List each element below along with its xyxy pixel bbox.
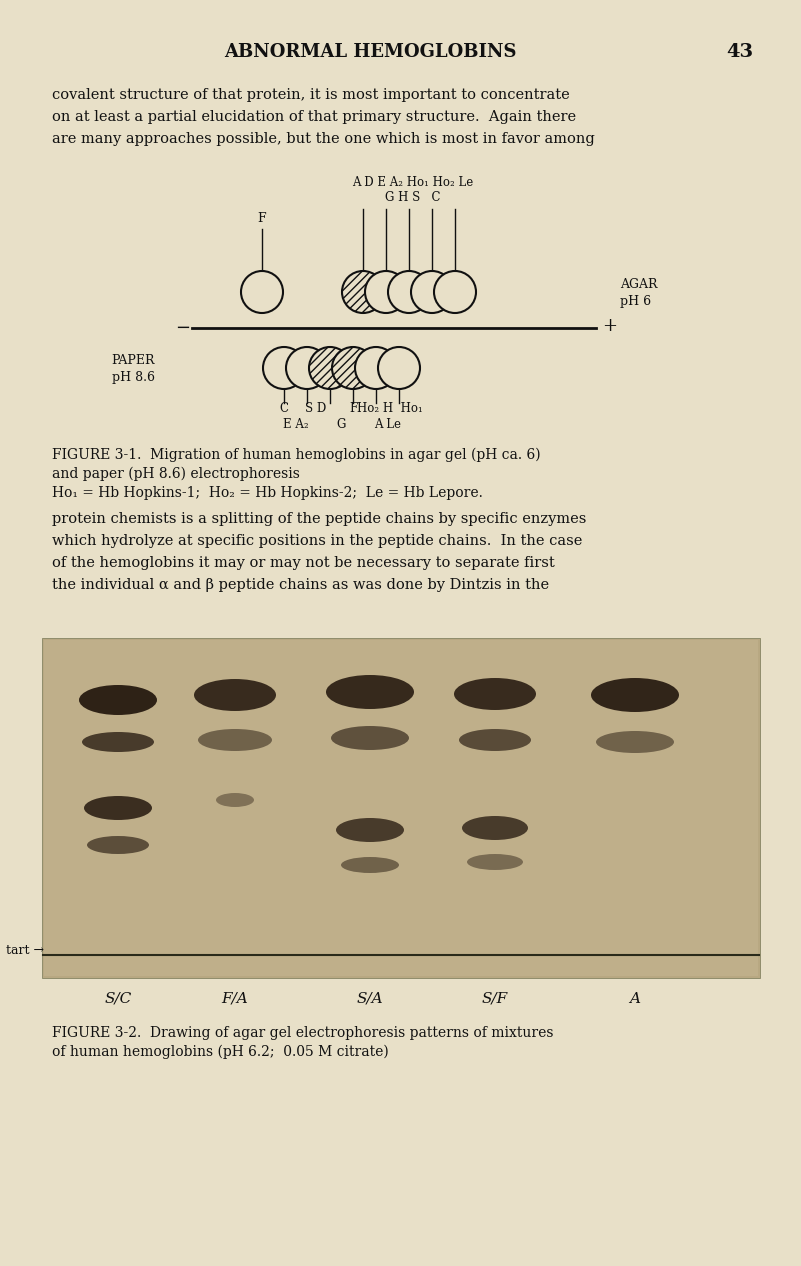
Text: AGAR: AGAR xyxy=(620,277,658,290)
Text: are many approaches possible, but the one which is most in favor among: are many approaches possible, but the on… xyxy=(52,132,595,146)
Text: F: F xyxy=(258,211,266,225)
Ellipse shape xyxy=(336,818,404,842)
Text: of the hemoglobins it may or may not be necessary to separate first: of the hemoglobins it may or may not be … xyxy=(52,556,555,570)
Text: ABNORMAL HEMOGLOBINS: ABNORMAL HEMOGLOBINS xyxy=(223,43,517,61)
Circle shape xyxy=(309,347,351,389)
Ellipse shape xyxy=(87,836,149,855)
Text: S/C: S/C xyxy=(104,993,131,1006)
Text: −: − xyxy=(175,319,191,337)
Circle shape xyxy=(411,271,453,313)
Text: pH 8.6: pH 8.6 xyxy=(112,371,155,385)
Text: on at least a partial elucidation of that primary structure.  Again there: on at least a partial elucidation of tha… xyxy=(52,110,576,124)
Ellipse shape xyxy=(326,675,414,709)
Text: of human hemoglobins (pH 6.2;  0.05 M citrate): of human hemoglobins (pH 6.2; 0.05 M cit… xyxy=(52,1044,388,1060)
Text: pH 6: pH 6 xyxy=(620,295,651,309)
Text: F: F xyxy=(349,403,357,415)
Text: PAPER: PAPER xyxy=(111,353,155,366)
Text: S D: S D xyxy=(305,403,326,415)
Circle shape xyxy=(365,271,407,313)
Text: F/A: F/A xyxy=(222,993,248,1006)
Text: Ho₁ = Hb Hopkins-1;  Ho₂ = Hb Hopkins-2;  Le = Hb Lepore.: Ho₁ = Hb Hopkins-1; Ho₂ = Hb Hopkins-2; … xyxy=(52,486,483,500)
Text: A: A xyxy=(630,993,641,1006)
Ellipse shape xyxy=(459,729,531,751)
Circle shape xyxy=(286,347,328,389)
Circle shape xyxy=(342,271,384,313)
Ellipse shape xyxy=(331,725,409,749)
Circle shape xyxy=(332,347,374,389)
Text: A Le: A Le xyxy=(374,418,401,430)
Ellipse shape xyxy=(82,732,154,752)
Text: FIGURE 3-1.  Migration of human hemoglobins in agar gel (pH ca. 6): FIGURE 3-1. Migration of human hemoglobi… xyxy=(52,448,541,462)
Text: C: C xyxy=(280,403,288,415)
Ellipse shape xyxy=(596,730,674,753)
Text: G H S   C: G H S C xyxy=(385,191,441,204)
Text: A D E A₂ Ho₁ Ho₂ Le: A D E A₂ Ho₁ Ho₂ Le xyxy=(352,176,473,189)
Circle shape xyxy=(378,347,420,389)
Text: protein chemists is a splitting of the peptide chains by specific enzymes: protein chemists is a splitting of the p… xyxy=(52,511,586,525)
Text: which hydrolyze at specific positions in the peptide chains.  In the case: which hydrolyze at specific positions in… xyxy=(52,534,582,548)
Text: and paper (pH 8.6) electrophoresis: and paper (pH 8.6) electrophoresis xyxy=(52,467,300,481)
Text: G: G xyxy=(336,418,346,430)
Circle shape xyxy=(388,271,430,313)
Circle shape xyxy=(355,347,397,389)
Text: S/A: S/A xyxy=(356,993,384,1006)
Text: the individual α and β peptide chains as was done by Dintzis in the: the individual α and β peptide chains as… xyxy=(52,579,549,592)
Text: +: + xyxy=(602,316,618,335)
Ellipse shape xyxy=(462,817,528,841)
Circle shape xyxy=(434,271,476,313)
Text: tart →: tart → xyxy=(6,944,44,957)
Ellipse shape xyxy=(591,679,679,711)
Circle shape xyxy=(241,271,283,313)
Ellipse shape xyxy=(341,857,399,874)
Text: E A₂: E A₂ xyxy=(283,418,308,430)
Ellipse shape xyxy=(216,793,254,806)
Ellipse shape xyxy=(198,729,272,751)
Text: covalent structure of that protein, it is most important to concentrate: covalent structure of that protein, it i… xyxy=(52,89,570,103)
Text: FIGURE 3-2.  Drawing of agar gel electrophoresis patterns of mixtures: FIGURE 3-2. Drawing of agar gel electrop… xyxy=(52,1025,553,1039)
Ellipse shape xyxy=(84,796,152,820)
Ellipse shape xyxy=(79,685,157,715)
Text: 43: 43 xyxy=(727,43,754,61)
Circle shape xyxy=(263,347,305,389)
Ellipse shape xyxy=(194,679,276,711)
Ellipse shape xyxy=(454,679,536,710)
Bar xyxy=(44,641,758,976)
Text: Ho₂ H  Ho₁: Ho₂ H Ho₁ xyxy=(356,403,422,415)
Text: S/F: S/F xyxy=(482,993,508,1006)
Bar xyxy=(42,638,760,979)
Ellipse shape xyxy=(467,855,523,870)
